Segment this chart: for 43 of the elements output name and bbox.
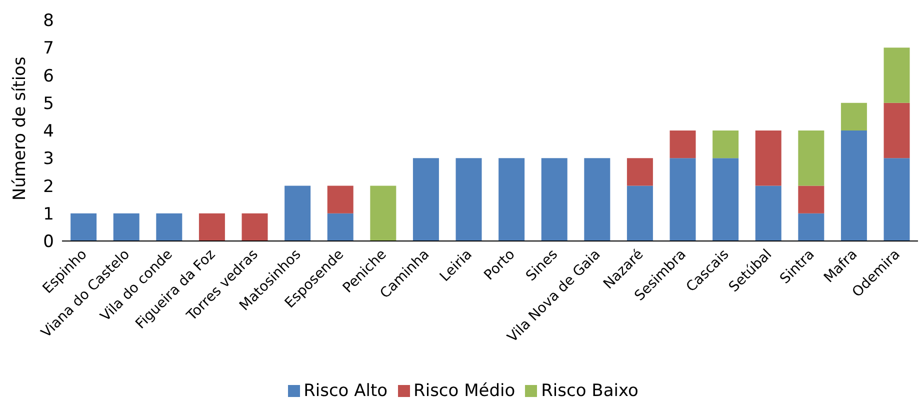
y-tick-label: 6 bbox=[43, 66, 54, 86]
y-tick-label: 4 bbox=[43, 122, 54, 142]
legend-label: Risco Alto bbox=[304, 381, 388, 401]
y-tick-label: 5 bbox=[43, 94, 54, 114]
y-tick-label: 2 bbox=[43, 176, 54, 197]
bar bbox=[626, 158, 653, 186]
bar bbox=[798, 213, 824, 241]
bar bbox=[670, 158, 696, 241]
bar bbox=[755, 186, 782, 241]
y-axis-title: Número de sítios bbox=[10, 56, 30, 200]
y-tick-label: 8 bbox=[43, 11, 54, 32]
bar bbox=[798, 186, 824, 214]
bar bbox=[712, 130, 739, 158]
y-tick-label: 7 bbox=[43, 38, 54, 59]
bar bbox=[884, 102, 910, 158]
bar bbox=[70, 213, 97, 241]
bar bbox=[370, 186, 396, 241]
bar bbox=[670, 130, 696, 158]
y-tick-label: 1 bbox=[43, 204, 54, 224]
bar bbox=[242, 213, 268, 241]
bar bbox=[541, 158, 568, 241]
y-tick-label: 3 bbox=[43, 149, 54, 170]
bar bbox=[884, 158, 910, 241]
bar bbox=[284, 186, 311, 241]
bar bbox=[113, 213, 140, 241]
bar bbox=[840, 130, 867, 241]
bar bbox=[156, 213, 182, 241]
bar bbox=[884, 48, 910, 103]
bar bbox=[327, 186, 354, 214]
bar bbox=[712, 158, 739, 241]
legend-label: Risco Baixo bbox=[541, 381, 638, 401]
bar bbox=[626, 186, 653, 241]
legend-label: Risco Médio bbox=[414, 381, 516, 401]
bar bbox=[327, 213, 354, 241]
bar bbox=[456, 158, 482, 241]
y-tick-label: 0 bbox=[43, 232, 54, 252]
bar bbox=[755, 130, 782, 186]
bar bbox=[198, 213, 225, 241]
bar bbox=[584, 158, 610, 241]
bar bbox=[840, 102, 867, 130]
bar bbox=[412, 158, 439, 241]
bar bbox=[498, 158, 525, 241]
bar bbox=[798, 130, 824, 186]
